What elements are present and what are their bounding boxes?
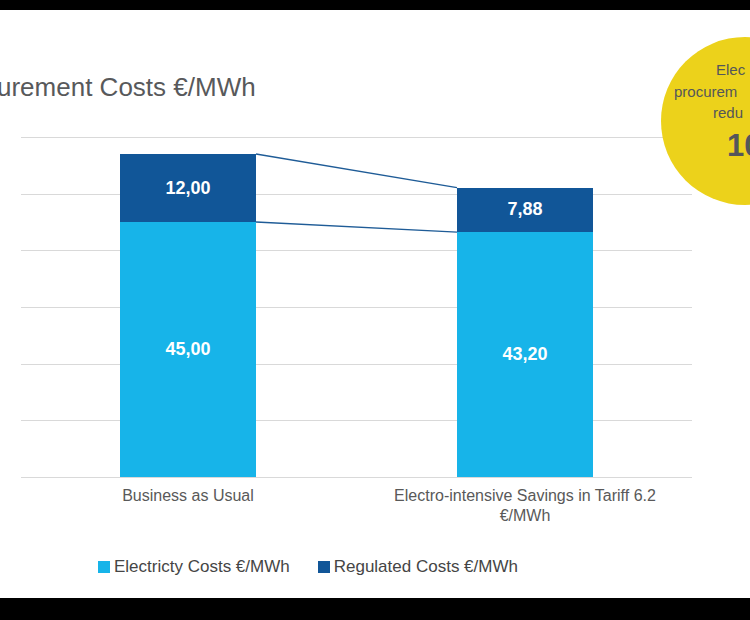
bar-segment-regulated-0-value-label: 12,00 <box>165 178 210 199</box>
legend-item-0: Electricty Costs €/MWh <box>98 557 290 577</box>
bar-segment-regulated-1-value-label: 7,88 <box>507 199 542 220</box>
slide-canvas: urement Costs €/MWh 45,0012,0043,207,88 … <box>0 0 750 620</box>
legend-swatch-icon <box>98 561 110 573</box>
letterbox-bottom <box>0 598 750 620</box>
bar-segment-electricity-1-value-label: 43,20 <box>502 344 547 365</box>
bar-segment-regulated-1: 7,88 <box>457 188 593 233</box>
chart-title: urement Costs €/MWh <box>0 72 256 103</box>
letterbox-top <box>0 0 750 10</box>
gridline <box>21 477 692 478</box>
chart-legend: Electricty Costs €/MWh Regulated Costs €/… <box>98 557 518 577</box>
bar-segment-regulated-0: 12,00 <box>120 154 256 222</box>
badge-text-line-0: Elec <box>716 61 745 78</box>
bar-segment-electricity-0-value-label: 45,00 <box>165 339 210 360</box>
badge-text-line-2: redu <box>713 104 743 121</box>
legend-swatch-icon <box>318 561 330 573</box>
x-axis-label-0: Business as Usual <box>18 486 358 506</box>
series-connector-line-top <box>256 154 457 188</box>
series-connector-line-bottom <box>256 222 457 232</box>
badge-big-value: 10 <box>727 128 750 164</box>
bar-segment-electricity-1: 43,20 <box>457 232 593 477</box>
legend-label: Regulated Costs €/MWh <box>334 557 518 577</box>
bar-segment-electricity-0: 45,00 <box>120 222 256 477</box>
legend-item-1: Regulated Costs €/MWh <box>318 557 518 577</box>
badge-text-line-1: procurem <box>674 83 737 100</box>
gridline <box>21 137 692 138</box>
x-axis-label-1: Electro-intensive Savings in Tariff 6.2€… <box>355 486 695 526</box>
legend-label: Electricty Costs €/MWh <box>114 557 290 577</box>
